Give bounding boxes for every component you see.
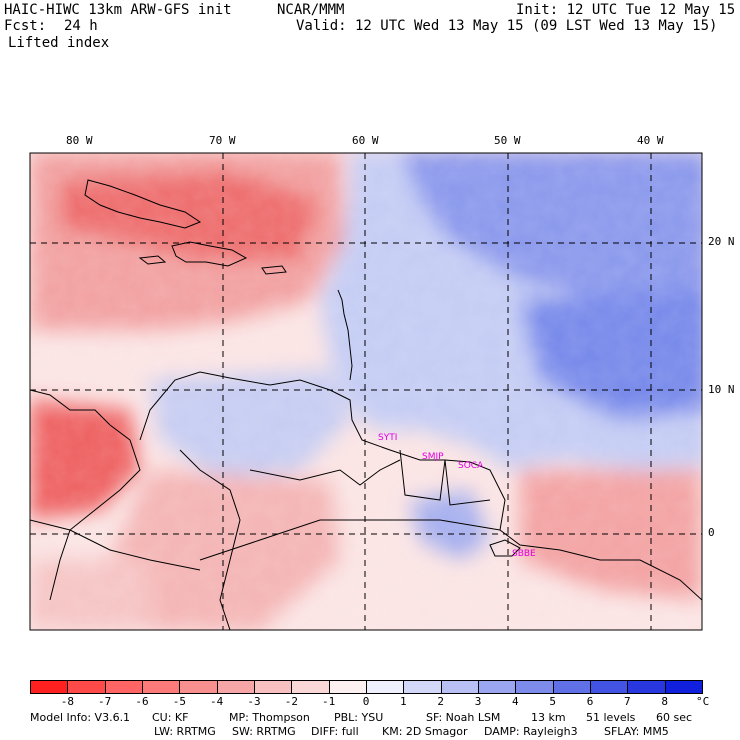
colorbar-tick-label: 1 [400, 695, 407, 708]
colorbar-swatch [142, 680, 181, 694]
colorbar-tick-label: 5 [549, 695, 556, 708]
colorbar-tick-label: -3 [247, 695, 261, 708]
valid-time: Valid: 12 UTC Wed 13 May 15 (09 LST Wed … [296, 18, 718, 34]
model-version: Model Info: V3.6.1 [30, 711, 131, 724]
colorbar-tick-label: -1 [322, 695, 336, 708]
border-brazil-peru [30, 519, 201, 571]
init-time: Init: 12 UTC Tue 12 May 15 [516, 2, 736, 18]
colorbar-swatch [254, 680, 293, 694]
colorbar-swatch [664, 680, 703, 694]
longwave-scheme: LW: RRTMG [154, 725, 216, 738]
coast-cuba [84, 179, 202, 229]
lon-label-40w: 40 W [637, 134, 664, 147]
colorbar-swatch [552, 680, 591, 694]
colorbar-swatch [291, 680, 330, 694]
surface-layer: SFLAY: MM5 [604, 725, 669, 738]
forecast-hour: 24 h [64, 18, 98, 34]
damping-option: DAMP: Rayleigh3 [484, 725, 578, 738]
cumulus-scheme: CU: KF [152, 711, 189, 724]
lat-label-10n: 10 N [708, 383, 735, 396]
colorbar-tick-label: -7 [98, 695, 112, 708]
colorbar-tick-label: 3 [474, 695, 482, 708]
colorbar-tick-label: 7 [624, 695, 631, 708]
colorbar-tick-label: 4 [512, 695, 519, 708]
lat-label-20n: 20 N [708, 235, 735, 248]
colorbar-swatch [104, 680, 143, 694]
colorbar-swatch [627, 680, 666, 694]
river-amazon [199, 519, 501, 561]
coast-marajo [489, 539, 521, 557]
colorbar-tick-label: -8 [60, 695, 74, 708]
shortwave-scheme: SW: RRTMG [232, 725, 296, 738]
colorbar-swatch [67, 680, 106, 694]
model-title: HAIC-HIWC 13km ARW-GFS init [4, 2, 232, 18]
grid-spacing: 13 km [531, 711, 566, 724]
vertical-levels: 51 levels [586, 711, 636, 724]
colorbar-tick-label: -2 [284, 695, 298, 708]
colorbar-swatch [478, 680, 517, 694]
colorbar-swatch [216, 680, 255, 694]
diffusion-option: DIFF: full [311, 725, 359, 738]
lon-label-80w: 80 W [66, 134, 93, 147]
colorbar-tick-label: 6 [586, 695, 594, 708]
colorbar-tick-label: 2 [437, 695, 444, 708]
colorbar-tick-label: -5 [172, 695, 186, 708]
surface-scheme: SF: Noah LSM [426, 711, 501, 724]
coast-jamaica [138, 255, 167, 265]
org-label: NCAR/MMM [277, 2, 345, 18]
colorbar-swatch [328, 680, 367, 694]
colorbar-swatch [30, 680, 69, 694]
colorbar-swatch [440, 680, 479, 694]
border-colombia-venezuela [179, 449, 241, 630]
pbl-scheme: PBL: YSU [334, 711, 384, 724]
map-frame [29, 152, 703, 631]
colorbar-tick-label: -4 [210, 695, 224, 708]
coast-central-america [30, 389, 141, 601]
timestep: 60 sec [656, 711, 693, 724]
field-name: Lifted index [8, 35, 110, 51]
coast-hispaniola [171, 241, 248, 267]
lat-label-0: 0 [708, 526, 715, 539]
lon-label-50w: 50 W [494, 134, 521, 147]
colorbar-swatch [403, 680, 442, 694]
lon-label-70w: 70 W [209, 134, 236, 147]
station-label-sbbe: SBBE [512, 549, 536, 559]
border-venezuela-brazil [249, 459, 401, 486]
colorbar-swatch [366, 680, 405, 694]
colorbar-tick-label: -6 [135, 695, 149, 708]
colorbar-swatch [515, 680, 554, 694]
station-label-smjp: SMJP [422, 452, 444, 462]
colorbar-unit: °C [696, 695, 710, 708]
colorbar-tick-label: 0 [362, 695, 370, 708]
microphysics-scheme: MP: Thompson [229, 711, 310, 724]
border-guianas [399, 449, 491, 506]
coast-northern-south-america [139, 371, 702, 601]
colorbar-swatch [179, 680, 218, 694]
colorbar-swatch [590, 680, 629, 694]
coast-lesser-antilles [337, 289, 353, 381]
coast-puerto-rico [261, 265, 287, 275]
station-label-syti: SYTI [378, 433, 397, 443]
eddy-coefficient: KM: 2D Smagor [382, 725, 468, 738]
forecast-label: Fcst: [4, 18, 47, 34]
lon-label-60w: 60 W [352, 134, 379, 147]
station-label-soca: SOCA [458, 461, 484, 471]
colorbar-tick-label: 8 [661, 695, 668, 708]
